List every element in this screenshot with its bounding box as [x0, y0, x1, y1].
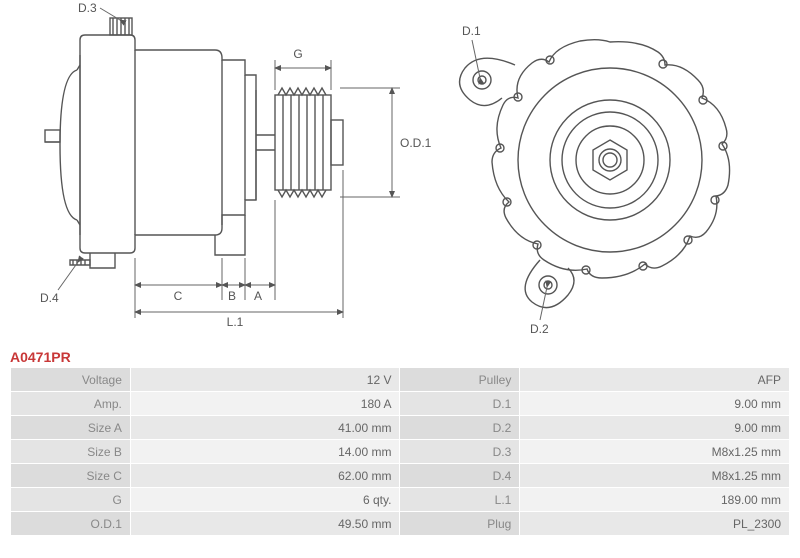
spec-label: D.4: [400, 464, 520, 488]
spec-value: 14.00 mm: [130, 440, 400, 464]
label-a: A: [254, 289, 262, 303]
front-view: [460, 40, 730, 308]
spec-label: Pulley: [400, 368, 520, 392]
spec-value: AFP: [520, 368, 790, 392]
pulley: [275, 88, 343, 197]
spec-value: PL_2300: [520, 512, 790, 536]
label-c: C: [174, 289, 183, 303]
label-d4: D.4: [40, 291, 59, 305]
technical-diagram: G O.D.1 A B C L.1 D.3 D.4: [0, 0, 800, 345]
spec-label: Amp.: [11, 392, 131, 416]
spec-value: 12 V: [130, 368, 400, 392]
spec-row: Amp.180 AD.19.00 mm: [11, 392, 790, 416]
spec-label: Voltage: [11, 368, 131, 392]
spec-value: 189.00 mm: [520, 488, 790, 512]
spec-value: 9.00 mm: [520, 392, 790, 416]
spec-label: Plug: [400, 512, 520, 536]
spec-label: G: [11, 488, 131, 512]
spec-value: 180 A: [130, 392, 400, 416]
spec-label: D.1: [400, 392, 520, 416]
spec-label: Size A: [11, 416, 131, 440]
label-d2: D.2: [530, 322, 549, 336]
spec-value: M8x1.25 mm: [520, 464, 790, 488]
spec-value: M8x1.25 mm: [520, 440, 790, 464]
spec-row: G6 qty.L.1189.00 mm: [11, 488, 790, 512]
product-code: A0471PR: [0, 345, 800, 367]
spec-value: 49.50 mm: [130, 512, 400, 536]
spec-value: 6 qty.: [130, 488, 400, 512]
label-g: G: [293, 47, 302, 61]
spec-label: Size C: [11, 464, 131, 488]
spec-table: Voltage12 VPulleyAFPAmp.180 AD.19.00 mmS…: [10, 367, 790, 536]
spec-row: O.D.149.50 mmPlugPL_2300: [11, 512, 790, 536]
label-b: B: [228, 289, 236, 303]
label-od1: O.D.1: [400, 136, 432, 150]
label-l1: L.1: [227, 315, 244, 329]
spec-label: L.1: [400, 488, 520, 512]
spec-value: 41.00 mm: [130, 416, 400, 440]
spec-value: 9.00 mm: [520, 416, 790, 440]
spec-row: Size A41.00 mmD.29.00 mm: [11, 416, 790, 440]
spec-row: Size B14.00 mmD.3M8x1.25 mm: [11, 440, 790, 464]
spec-label: Size B: [11, 440, 131, 464]
spec-row: Voltage12 VPulleyAFP: [11, 368, 790, 392]
label-d1: D.1: [462, 24, 481, 38]
spec-row: Size C62.00 mmD.4M8x1.25 mm: [11, 464, 790, 488]
label-d3: D.3: [78, 1, 97, 15]
spec-value: 62.00 mm: [130, 464, 400, 488]
spec-label: O.D.1: [11, 512, 131, 536]
spec-label: D.3: [400, 440, 520, 464]
spec-label: D.2: [400, 416, 520, 440]
